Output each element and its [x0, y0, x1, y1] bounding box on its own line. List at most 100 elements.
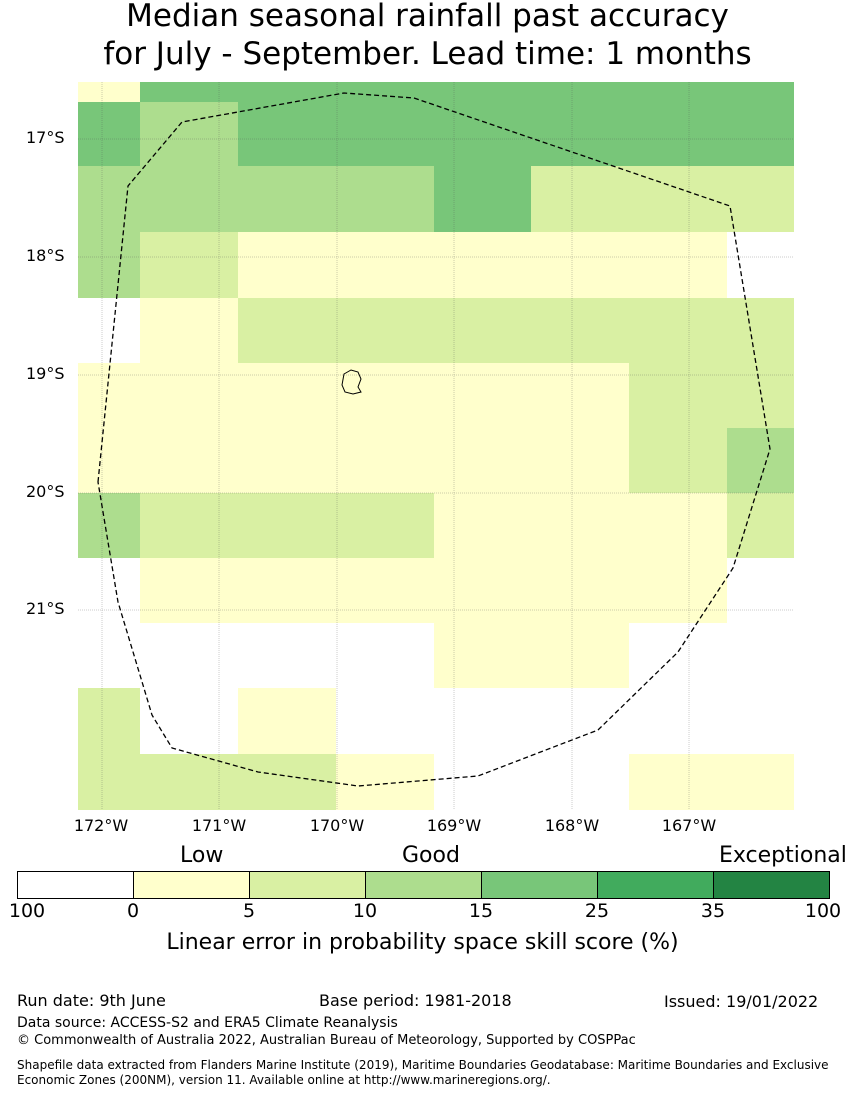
- skill-grid-cell: [629, 232, 727, 298]
- skill-grid-cell: [78, 493, 140, 558]
- skill-grid-cell: [531, 166, 629, 232]
- legend-colorbar: [17, 871, 830, 899]
- skill-grid-cell: [531, 82, 629, 102]
- skill-grid-cell: [727, 493, 794, 558]
- base-period: Base period: 1981-2018: [319, 991, 512, 1010]
- skill-grid-cell: [238, 166, 336, 232]
- colorbar-tick: 15: [468, 900, 494, 922]
- skill-grid-cell: [434, 166, 531, 232]
- skill-grid-cell: [531, 623, 629, 688]
- skill-grid-cell: [727, 363, 794, 428]
- skill-grid-cell: [531, 558, 629, 623]
- skill-grid-cell: [727, 166, 794, 232]
- skill-grid-cell: [531, 102, 629, 166]
- colorbar-tick: 35: [700, 900, 726, 922]
- map-title-line-1: Median seasonal rainfall past accuracy: [126, 0, 729, 34]
- legend-category-exceptional: Exceptional: [719, 843, 847, 868]
- skill-grid-cell: [434, 493, 531, 558]
- colorbar-segment: [134, 872, 250, 898]
- skill-grid-cell: [629, 82, 727, 102]
- issued-date: Issued: 19/01/2022: [664, 992, 819, 1011]
- skill-grid-cell: [78, 166, 140, 232]
- skill-grid-cell: [336, 82, 434, 102]
- skill-grid-cell: [238, 428, 336, 493]
- skill-grid-cell: [727, 428, 794, 493]
- skill-grid-cell: [531, 298, 629, 363]
- skill-grid-cell: [629, 558, 727, 623]
- colorbar-segment: [18, 872, 134, 898]
- lat-label-17s: 17°S: [26, 128, 65, 147]
- skill-grid-cell: [238, 558, 336, 623]
- data-source: Data source: ACCESS-S2 and ERA5 Climate …: [17, 1015, 398, 1031]
- shapefile-credit: Shapefile data extracted from Flanders M…: [17, 1058, 829, 1087]
- lon-label-167w: 167°W: [661, 816, 717, 835]
- skill-grid-cell: [140, 298, 238, 363]
- colorbar-tick: 0: [126, 900, 140, 922]
- colorbar-tick: 100: [804, 900, 842, 922]
- skill-grid-cell: [336, 363, 434, 428]
- skill-grid-cell: [140, 428, 238, 493]
- skill-grid-cell: [78, 754, 140, 810]
- skill-grid-cell: [140, 232, 238, 298]
- colorbar-segment: [250, 872, 366, 898]
- skill-grid-cell: [629, 363, 727, 428]
- lat-label-18s: 18°S: [26, 246, 65, 265]
- skill-grid-cell: [336, 166, 434, 232]
- colorbar-tick: 5: [242, 900, 256, 922]
- colorbar-tick: 100: [8, 900, 46, 922]
- skill-grid-cell: [434, 82, 531, 102]
- skill-grid-cell: [140, 493, 238, 558]
- skill-grid-cell: [727, 754, 794, 810]
- skill-grid-cell: [78, 688, 140, 754]
- skill-grid-cell: [78, 363, 140, 428]
- skill-grid-cell: [434, 558, 531, 623]
- skill-grid-cell: [140, 363, 238, 428]
- skill-grid-cell: [238, 102, 336, 166]
- skill-grid-cell: [629, 102, 727, 166]
- skill-grid-cell: [238, 493, 336, 558]
- run-date: Run date: 9th June: [17, 991, 166, 1010]
- skill-grid-cell: [336, 493, 434, 558]
- skill-grid-cell: [629, 298, 727, 363]
- lon-label-172w: 172°W: [73, 816, 129, 835]
- skill-grid-cell: [140, 82, 238, 102]
- legend-category-low: Low: [180, 843, 224, 868]
- skill-grid-cell: [336, 754, 434, 810]
- skill-grid-cell: [238, 688, 336, 754]
- skill-grid-cell: [434, 102, 531, 166]
- island-outline: [341, 369, 362, 395]
- skill-grid-cell: [531, 232, 629, 298]
- skill-grid-cell: [727, 102, 794, 166]
- skill-grid-cell: [78, 428, 140, 493]
- colorbar-tick: 10: [352, 900, 378, 922]
- skill-grid-cell: [531, 428, 629, 493]
- skill-map: [78, 82, 794, 810]
- colorbar-tick: 25: [584, 900, 610, 922]
- lon-label-169w: 169°W: [426, 816, 482, 835]
- colorbar-title: Linear error in probability space skill …: [166, 930, 679, 955]
- legend-category-good: Good: [402, 843, 460, 868]
- skill-grid-cell: [238, 754, 336, 810]
- skill-grid-cell: [140, 558, 238, 623]
- skill-grid-cell: [336, 298, 434, 363]
- skill-grid-cell: [531, 363, 629, 428]
- skill-grid-cell: [434, 232, 531, 298]
- skill-grid-cell: [336, 428, 434, 493]
- skill-grid-cell: [629, 493, 727, 558]
- skill-grid-cell: [238, 82, 336, 102]
- lon-label-171w: 171°W: [191, 816, 247, 835]
- lat-label-21s: 21°S: [26, 599, 65, 618]
- lat-label-19s: 19°S: [26, 364, 65, 383]
- skill-grid-cell: [238, 298, 336, 363]
- eez-boundary-line: [97, 92, 771, 787]
- skill-grid-cell: [140, 102, 238, 166]
- map-title-line-2: for July - September. Lead time: 1 month…: [103, 36, 752, 72]
- colorbar-segment: [366, 872, 482, 898]
- colorbar-segment: [482, 872, 598, 898]
- skill-grid-cell: [140, 754, 238, 810]
- skill-grid-cell: [434, 363, 531, 428]
- skill-grid-cell: [336, 232, 434, 298]
- colorbar-segment: [598, 872, 714, 898]
- skill-grid-cell: [531, 493, 629, 558]
- skill-grid-cell: [140, 166, 238, 232]
